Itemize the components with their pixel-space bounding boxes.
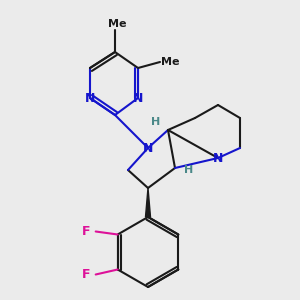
Text: N: N <box>85 92 95 104</box>
Text: F: F <box>81 225 90 238</box>
Text: F: F <box>81 268 90 281</box>
Text: N: N <box>213 152 223 164</box>
Text: H: H <box>152 117 160 127</box>
Text: Me: Me <box>108 19 126 29</box>
Text: Me: Me <box>161 57 179 67</box>
Polygon shape <box>146 188 151 217</box>
Text: N: N <box>143 142 153 154</box>
Text: N: N <box>133 92 143 104</box>
Text: H: H <box>184 165 194 175</box>
